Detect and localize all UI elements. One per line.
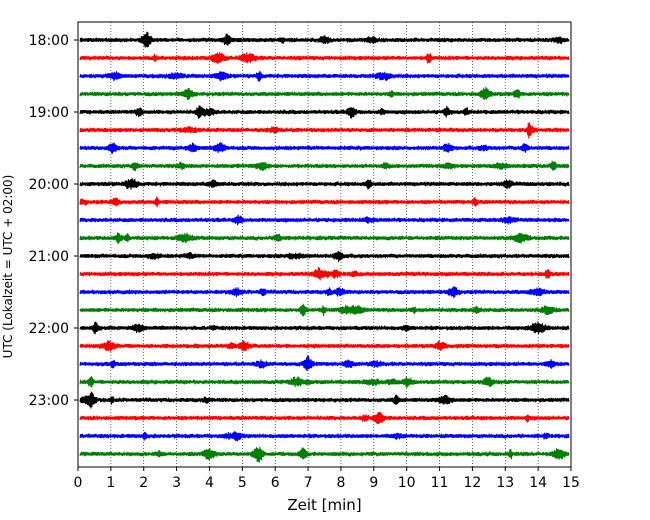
trace-line <box>79 232 570 245</box>
x-tick-label: 7 <box>304 475 313 491</box>
trace-line <box>79 340 570 352</box>
trace-line <box>79 391 570 409</box>
trace-line <box>79 267 570 281</box>
x-tick-label: 12 <box>463 475 481 491</box>
x-tick-label: 8 <box>336 475 345 491</box>
trace-line <box>79 105 570 119</box>
trace-line <box>79 178 570 190</box>
trace-line <box>79 286 570 299</box>
y-tick-label: 21:00 <box>29 249 69 265</box>
trace-line <box>79 31 570 48</box>
seismic-traces <box>79 31 570 463</box>
y-tick-label: 20:00 <box>29 177 69 193</box>
trace-line <box>79 214 570 226</box>
trace-line <box>79 303 570 317</box>
grid-lines <box>110 22 539 467</box>
x-tick-label: 3 <box>172 475 181 491</box>
trace-line <box>79 70 570 82</box>
x-tick-label: 6 <box>271 475 280 491</box>
x-tick-label: 11 <box>431 475 449 491</box>
y-axis-ticks: 18:00 19:00 20:00 21:00 22:00 23:00 <box>29 33 78 409</box>
y-tick-label: 18:00 <box>29 33 69 49</box>
x-tick-label: 10 <box>398 475 416 491</box>
trace-line <box>79 250 570 262</box>
trace-line <box>79 196 570 208</box>
trace-line <box>79 122 570 139</box>
trace-line <box>79 52 570 65</box>
plot-frame <box>77 21 572 468</box>
x-tick-label: 5 <box>238 475 247 491</box>
trace-line <box>79 376 570 388</box>
x-axis-ticks: 0 1 2 3 4 5 6 7 8 9 10 11 12 13 14 15 <box>74 467 580 491</box>
trace-line <box>79 160 570 172</box>
trace-line <box>79 446 570 463</box>
trace-line <box>79 87 570 101</box>
trace-line <box>79 355 570 371</box>
x-tick-label: 0 <box>74 475 83 491</box>
x-tick-label: 1 <box>106 475 115 491</box>
x-tick-label: 4 <box>205 475 214 491</box>
y-tick-label: 22:00 <box>29 321 69 337</box>
trace-line <box>79 142 570 154</box>
x-tick-label: 13 <box>496 475 514 491</box>
trace-line <box>79 412 570 425</box>
trace-line <box>79 430 570 442</box>
trace-line <box>79 321 570 335</box>
y-axis-label: UTC (Lokalzeit = UTC + 02:00) <box>1 175 15 359</box>
x-tick-label: 2 <box>139 475 148 491</box>
x-axis-label: Zeit [min] <box>287 496 361 514</box>
y-tick-label: 23:00 <box>29 393 69 409</box>
x-tick-label: 9 <box>369 475 378 491</box>
x-tick-label: 15 <box>562 475 580 491</box>
y-tick-label: 19:00 <box>29 105 69 121</box>
x-tick-label: 14 <box>529 475 547 491</box>
